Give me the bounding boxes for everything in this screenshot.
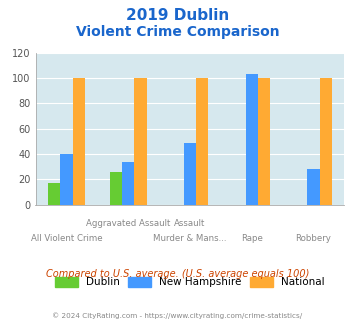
Text: Aggravated Assault: Aggravated Assault [86,219,170,228]
Text: Assault: Assault [174,219,206,228]
Text: Rape: Rape [241,234,263,243]
Text: Murder & Mans...: Murder & Mans... [153,234,227,243]
Bar [184,143,196,205]
Bar [196,78,208,205]
Bar [72,78,85,205]
Bar [110,172,122,205]
Bar [48,183,60,205]
Bar [320,78,332,205]
Legend: Dublin, New Hampshire, National: Dublin, New Hampshire, National [55,277,325,287]
Text: Robbery: Robbery [295,234,332,243]
Text: Violent Crime Comparison: Violent Crime Comparison [76,25,279,39]
Text: Compared to U.S. average. (U.S. average equals 100): Compared to U.S. average. (U.S. average … [46,269,309,279]
Bar [134,78,147,205]
Bar [307,169,320,205]
Bar [122,162,134,205]
Bar [258,78,270,205]
Text: 2019 Dublin: 2019 Dublin [126,8,229,23]
Text: © 2024 CityRating.com - https://www.cityrating.com/crime-statistics/: © 2024 CityRating.com - https://www.city… [53,312,302,318]
Bar [246,74,258,205]
Bar [60,154,72,205]
Text: All Violent Crime: All Violent Crime [31,234,102,243]
